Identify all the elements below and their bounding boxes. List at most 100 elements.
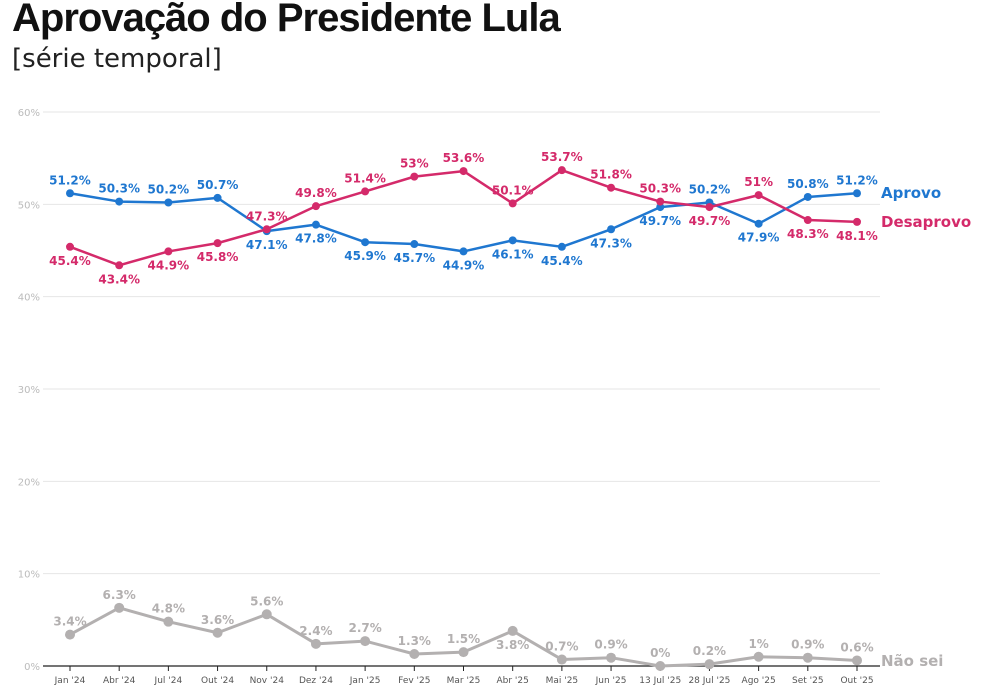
data-label: 0.6% bbox=[840, 640, 873, 654]
data-point bbox=[705, 203, 714, 212]
chart-title: Aprovação do Presidente Lula bbox=[12, 0, 561, 40]
data-label: 4.8% bbox=[152, 602, 185, 616]
data-point bbox=[311, 202, 320, 211]
data-point bbox=[114, 602, 125, 613]
data-point bbox=[557, 242, 566, 251]
data-point bbox=[459, 167, 468, 176]
data-point bbox=[115, 261, 124, 270]
data-label: 51.8% bbox=[590, 168, 632, 182]
data-point bbox=[361, 238, 370, 247]
x-tick-label: Jul '24 bbox=[154, 676, 183, 686]
data-point bbox=[508, 199, 517, 208]
data-point bbox=[656, 197, 665, 206]
data-label: 45.8% bbox=[197, 250, 239, 264]
data-point bbox=[508, 236, 517, 245]
x-tick-label: Jan '24 bbox=[54, 676, 86, 686]
data-label: 0.9% bbox=[791, 638, 824, 652]
data-label: 44.9% bbox=[443, 258, 485, 272]
data-label: 50.8% bbox=[787, 177, 829, 191]
data-label: 3.8% bbox=[496, 638, 529, 652]
y-tick-label: 10% bbox=[18, 570, 40, 581]
data-point bbox=[607, 183, 616, 192]
data-label: 47.8% bbox=[295, 232, 337, 246]
x-tick-label: Dez '24 bbox=[299, 676, 333, 686]
series-name-label: Não sei bbox=[881, 652, 943, 670]
data-label: 53.6% bbox=[443, 151, 485, 165]
data-point bbox=[753, 651, 764, 662]
data-point bbox=[409, 648, 420, 659]
chart-subtitle: [série temporal] bbox=[12, 44, 222, 74]
data-point bbox=[853, 217, 861, 226]
data-point bbox=[853, 189, 861, 198]
data-label: 50.7% bbox=[197, 178, 239, 192]
data-label: 0.7% bbox=[545, 640, 578, 654]
data-point bbox=[410, 240, 419, 249]
data-label: 50.3% bbox=[98, 182, 140, 196]
y-tick-label: 50% bbox=[18, 200, 40, 211]
x-tick-label: Abr '25 bbox=[497, 676, 529, 686]
data-label: 46.1% bbox=[492, 247, 534, 261]
data-label: 50.3% bbox=[639, 182, 681, 196]
data-label: 50.2% bbox=[689, 182, 731, 196]
data-point bbox=[754, 191, 763, 200]
data-label: 0.2% bbox=[693, 644, 726, 658]
y-tick-label: 0% bbox=[24, 662, 40, 673]
data-label: 48.1% bbox=[836, 229, 878, 243]
x-tick-label: Mar '25 bbox=[447, 676, 481, 686]
data-label: 0% bbox=[650, 646, 670, 660]
x-tick-label: Abr '24 bbox=[103, 676, 136, 686]
data-point bbox=[213, 239, 222, 248]
x-tick-label: Out '24 bbox=[201, 676, 234, 686]
data-label: 2.7% bbox=[348, 621, 381, 635]
data-label: 49.8% bbox=[295, 186, 337, 200]
x-tick-label: 13 Jul '25 bbox=[639, 676, 681, 686]
data-label: 47.9% bbox=[738, 231, 780, 245]
data-point bbox=[458, 647, 469, 658]
x-tick-label: Nov '24 bbox=[250, 676, 285, 686]
data-label: 50.2% bbox=[148, 182, 190, 196]
data-point bbox=[261, 609, 272, 620]
data-label: 47.3% bbox=[246, 209, 288, 223]
x-tick-label: Jan '25 bbox=[349, 676, 381, 686]
x-tick-label: Set '25 bbox=[792, 676, 824, 686]
data-point bbox=[507, 625, 518, 636]
data-label: 43.4% bbox=[98, 272, 140, 286]
data-label: 3.4% bbox=[53, 615, 86, 629]
data-label: 1.5% bbox=[447, 632, 480, 646]
data-point bbox=[556, 654, 567, 665]
data-label: 45.7% bbox=[393, 251, 435, 265]
y-tick-label: 60% bbox=[18, 108, 40, 119]
data-point bbox=[557, 166, 566, 175]
x-tick-label: Mai '25 bbox=[546, 676, 579, 686]
data-point bbox=[213, 193, 222, 202]
data-point bbox=[607, 225, 616, 234]
data-point bbox=[66, 242, 74, 251]
data-label: 49.7% bbox=[639, 214, 681, 228]
series-name-label: Desaprovo bbox=[881, 213, 971, 231]
data-label: 48.3% bbox=[787, 227, 829, 241]
data-point bbox=[655, 661, 666, 671]
data-label: 47.3% bbox=[590, 236, 632, 250]
x-tick-label: Ago '25 bbox=[742, 676, 776, 686]
data-label: 53% bbox=[400, 157, 429, 171]
data-label: 45.4% bbox=[49, 254, 91, 268]
data-point bbox=[164, 247, 173, 256]
y-tick-label: 20% bbox=[18, 477, 40, 488]
data-point bbox=[163, 616, 174, 627]
data-label: 45.4% bbox=[541, 254, 583, 268]
data-label: 0.9% bbox=[594, 638, 627, 652]
data-label: 49.7% bbox=[689, 214, 731, 228]
data-label: 5.6% bbox=[250, 594, 283, 608]
data-label: 51% bbox=[744, 175, 773, 189]
data-point bbox=[66, 189, 74, 198]
data-label: 2.4% bbox=[299, 624, 332, 638]
data-label: 45.9% bbox=[344, 249, 386, 263]
data-point bbox=[410, 172, 419, 181]
data-point bbox=[212, 627, 223, 638]
x-tick-label: 28 Jul '25 bbox=[688, 676, 730, 686]
x-tick-label: Fev '25 bbox=[398, 676, 430, 686]
data-point bbox=[803, 192, 812, 201]
data-point bbox=[852, 655, 862, 666]
data-label: 3.6% bbox=[201, 613, 234, 627]
data-point bbox=[656, 203, 665, 212]
